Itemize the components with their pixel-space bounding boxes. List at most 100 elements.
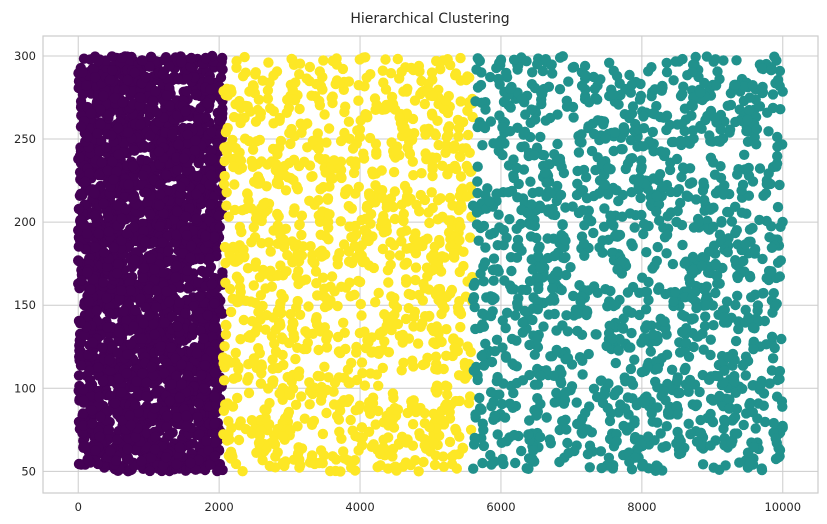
cluster-1-point xyxy=(172,206,183,217)
cluster-1-point xyxy=(73,458,85,470)
cluster-1-point xyxy=(125,339,137,350)
cluster-1-point xyxy=(150,302,162,313)
cluster-2-point xyxy=(422,271,433,282)
cluster-1-point xyxy=(185,252,196,264)
cluster-2-point xyxy=(328,386,339,397)
cluster-3-point xyxy=(533,250,544,262)
cluster-1-point xyxy=(96,342,108,353)
cluster-2-point xyxy=(321,342,333,353)
cluster-3-point xyxy=(533,283,544,295)
cluster-1-point xyxy=(204,199,216,210)
cluster-1-point xyxy=(161,169,172,181)
cluster-1-point xyxy=(209,367,221,378)
cluster-1-point xyxy=(171,459,182,470)
cluster-3-point xyxy=(684,374,696,386)
cluster-2-point xyxy=(287,236,298,247)
cluster-1-point xyxy=(110,455,122,466)
cluster-3-point xyxy=(472,82,484,93)
cluster-1-point xyxy=(97,375,109,387)
cluster-1-point xyxy=(87,418,98,429)
cluster-2-point xyxy=(410,228,421,239)
cluster-2-point xyxy=(338,446,349,457)
cluster-1-point xyxy=(118,306,129,317)
cluster-1-point xyxy=(127,160,139,172)
cluster-3-point xyxy=(486,401,497,412)
cluster-2-point xyxy=(222,354,233,365)
cluster-2-point xyxy=(394,330,406,342)
cluster-1-point xyxy=(180,410,192,421)
cluster-1-point xyxy=(78,384,89,395)
cluster-2-point xyxy=(229,179,240,190)
cluster-1-point xyxy=(73,241,85,252)
cluster-2-point xyxy=(453,370,465,381)
cluster-2-point xyxy=(373,287,384,299)
cluster-3-point xyxy=(629,222,640,233)
cluster-3-point xyxy=(701,281,712,292)
cluster-2-point xyxy=(431,380,443,391)
cluster-1-point xyxy=(139,141,150,152)
cluster-1-point xyxy=(165,342,177,353)
cluster-1-point xyxy=(112,122,124,134)
cluster-2-point xyxy=(426,67,438,78)
cluster-2-point xyxy=(405,459,416,471)
cluster-1-point xyxy=(145,253,157,264)
cluster-2-point xyxy=(304,195,315,206)
cluster-3-point xyxy=(719,180,730,191)
cluster-1-point xyxy=(149,329,160,340)
cluster-2-point xyxy=(253,437,265,449)
cluster-2-point xyxy=(403,288,414,300)
cluster-3-point xyxy=(697,459,709,470)
cluster-1-point xyxy=(83,296,95,307)
cluster-3-point xyxy=(740,370,751,381)
cluster-2-point xyxy=(436,251,448,262)
cluster-3-point xyxy=(767,307,778,318)
cluster-2-point xyxy=(465,346,476,358)
cluster-3-point xyxy=(666,364,678,375)
cluster-3-point xyxy=(770,433,781,444)
cluster-1-point xyxy=(93,169,105,181)
cluster-3-point xyxy=(720,460,731,471)
cluster-1-point xyxy=(122,443,133,455)
cluster-3-point xyxy=(677,162,689,173)
cluster-1-point xyxy=(78,219,90,230)
cluster-2-point xyxy=(394,250,406,261)
cluster-2-point xyxy=(429,459,441,471)
cluster-3-point xyxy=(696,123,707,134)
cluster-2-point xyxy=(398,357,409,368)
cluster-3-point xyxy=(591,329,602,340)
cluster-2-point xyxy=(377,215,388,226)
cluster-2-point xyxy=(263,57,274,68)
cluster-2-point xyxy=(250,261,261,272)
cluster-2-point xyxy=(457,443,469,454)
cluster-3-point xyxy=(492,429,503,440)
cluster-3-point xyxy=(766,331,778,342)
cluster-1-point xyxy=(92,128,103,139)
cluster-3-point xyxy=(732,290,743,301)
cluster-2-point xyxy=(359,81,370,92)
cluster-1-point xyxy=(209,418,220,429)
cluster-2-point xyxy=(243,195,254,206)
cluster-1-point xyxy=(163,296,175,308)
cluster-2-point xyxy=(373,405,384,417)
cluster-3-point xyxy=(661,229,673,241)
cluster-3-point xyxy=(764,378,775,389)
cluster-1-point xyxy=(206,279,218,290)
cluster-2-point xyxy=(274,388,285,399)
cluster-2-point xyxy=(261,181,272,192)
cluster-1-point xyxy=(149,444,161,455)
cluster-2-point xyxy=(388,166,400,178)
cluster-3-point xyxy=(672,375,683,386)
cluster-3-point xyxy=(468,463,479,474)
cluster-1-point xyxy=(141,377,152,388)
cluster-3-point xyxy=(731,428,743,439)
cluster-1-point xyxy=(116,285,127,296)
cluster-3-point xyxy=(626,187,637,198)
cluster-1-point xyxy=(217,64,228,75)
cluster-3-point xyxy=(614,78,625,89)
cluster-2-point xyxy=(245,332,256,343)
cluster-2-point xyxy=(237,71,249,82)
cluster-3-point xyxy=(748,344,759,355)
cluster-1-point xyxy=(89,187,100,199)
cluster-1-point xyxy=(116,52,128,63)
cluster-1-point xyxy=(201,435,212,447)
